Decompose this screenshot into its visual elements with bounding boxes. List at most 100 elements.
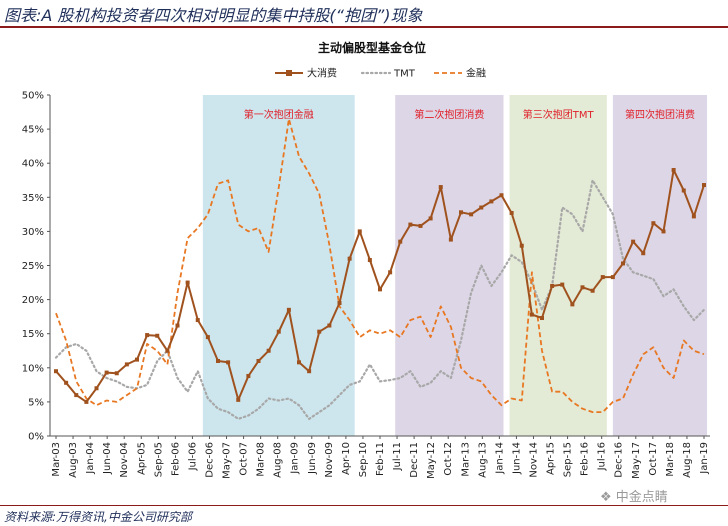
- x-tick-label: Jun-14: [511, 442, 522, 475]
- data-point: [195, 318, 200, 323]
- data-point: [236, 397, 241, 402]
- x-tick-label: Apr-05: [136, 442, 147, 475]
- legend-marker: [286, 70, 292, 76]
- x-tick-label: Nov-09: [324, 442, 335, 478]
- wechat-icon: ❖: [600, 490, 612, 505]
- data-point: [398, 239, 403, 244]
- data-point: [702, 183, 706, 188]
- x-tick-label: Dec-11: [409, 442, 420, 478]
- data-point: [307, 369, 312, 374]
- data-point: [610, 275, 615, 280]
- legend-label: TMT: [393, 69, 416, 80]
- period-label: 第四次抱团消费: [625, 108, 695, 121]
- axes: 0% 5% 10% 15% 20% 25% 30% 35% 40% 45% 50% Mar-03 Aug…: [22, 91, 710, 479]
- data-point: [560, 282, 565, 287]
- period-band: [202, 95, 355, 436]
- y-tick-label: 15%: [22, 329, 44, 340]
- x-tick-label: Jul-06: [187, 442, 198, 471]
- data-point: [691, 214, 696, 219]
- bottom-rule: [0, 505, 728, 506]
- data-point: [459, 210, 463, 215]
- data-point: [671, 168, 676, 173]
- x-tick-label: May-07: [222, 442, 233, 479]
- series-line-2: [55, 118, 705, 414]
- data-point: [327, 323, 332, 328]
- y-tick-label: 5%: [28, 397, 44, 408]
- x-tick-label: Mar-03: [51, 442, 62, 477]
- data-point: [64, 380, 69, 385]
- data-point: [297, 360, 301, 365]
- data-point: [145, 333, 150, 338]
- x-tick-label: Feb-06: [170, 442, 181, 476]
- x-tick-label: Oct-07: [239, 442, 250, 476]
- x-tick-label: Mar-13: [460, 442, 471, 477]
- x-tick-label: Jul-11: [392, 442, 403, 471]
- data-point: [185, 280, 190, 285]
- x-tick-label: Feb-16: [580, 442, 591, 476]
- x-tick-label: Mar-08: [256, 442, 267, 477]
- y-tick-label: 30%: [22, 227, 44, 238]
- data-point: [367, 258, 372, 263]
- x-tick-label: Oct-17: [648, 442, 659, 476]
- data-point: [681, 188, 686, 193]
- data-point: [205, 335, 210, 340]
- data-point: [378, 287, 382, 292]
- data-point: [155, 333, 160, 338]
- y-tick-label: 50%: [22, 91, 44, 102]
- data-point: [621, 261, 625, 266]
- x-tick-label: Dec-06: [204, 442, 215, 478]
- data-point: [509, 210, 514, 215]
- data-point: [216, 358, 220, 363]
- period-label: 第三次抱团TMT: [523, 108, 595, 121]
- x-tick-label: Aug-13: [477, 442, 488, 478]
- data-point: [124, 362, 129, 367]
- source-note: 资料来源:万得资讯,中金公司研究部: [4, 510, 192, 524]
- y-tick-label: 45%: [22, 125, 44, 136]
- period-bands: 第一次抱团金融 第二次抱团消费 第三次抱团TMT 第四次抱团消费: [202, 95, 708, 436]
- data-point: [570, 302, 575, 307]
- data-point: [246, 373, 251, 378]
- x-tick-label: Dec-16: [614, 442, 625, 478]
- data-point: [519, 243, 524, 248]
- data-point: [590, 288, 595, 293]
- figure-title: 图表:A 股机构投资者四次相对明显的集中持股(“抱团”)现象: [4, 6, 423, 25]
- data-point: [317, 329, 322, 334]
- data-point: [580, 285, 585, 290]
- x-tick-label: Jun-04: [102, 442, 113, 475]
- data-point: [540, 316, 544, 321]
- data-point: [418, 223, 423, 228]
- data-point: [448, 237, 453, 242]
- title-rule: [0, 26, 728, 28]
- legend-label: 大消费: [307, 67, 337, 80]
- y-tick-label: 35%: [22, 193, 44, 204]
- x-tick-label: Oct-12: [443, 442, 454, 476]
- x-tick-label: Aug-18: [682, 442, 693, 478]
- x-tick-label: Feb-11: [375, 442, 386, 476]
- data-point: [438, 185, 443, 190]
- x-tick-label: Mar-18: [665, 442, 676, 477]
- data-point: [135, 357, 139, 362]
- x-tick-label: Apr-15: [546, 442, 557, 475]
- data-point: [641, 251, 646, 256]
- data-point: [600, 275, 605, 280]
- legend: 大消费 TMT 金融: [275, 67, 486, 80]
- series-line-1: [54, 179, 706, 420]
- data-point: [165, 348, 170, 353]
- watermark-text: 中金点睛: [615, 490, 668, 505]
- data-point: [347, 256, 352, 261]
- x-tick-label: Aug-03: [68, 442, 79, 478]
- data-point: [54, 369, 58, 374]
- data-point: [661, 229, 666, 234]
- data-point: [428, 216, 433, 221]
- data-point: [256, 358, 261, 363]
- x-tick-label: Jan-14: [494, 442, 505, 475]
- data-point: [357, 229, 362, 234]
- data-point: [226, 360, 231, 365]
- data-point: [84, 399, 89, 404]
- chart-title: 主动偏股型基金仓位: [318, 40, 426, 55]
- data-point: [286, 307, 291, 312]
- data-point: [651, 221, 656, 226]
- data-point: [529, 312, 534, 317]
- data-point: [479, 205, 484, 210]
